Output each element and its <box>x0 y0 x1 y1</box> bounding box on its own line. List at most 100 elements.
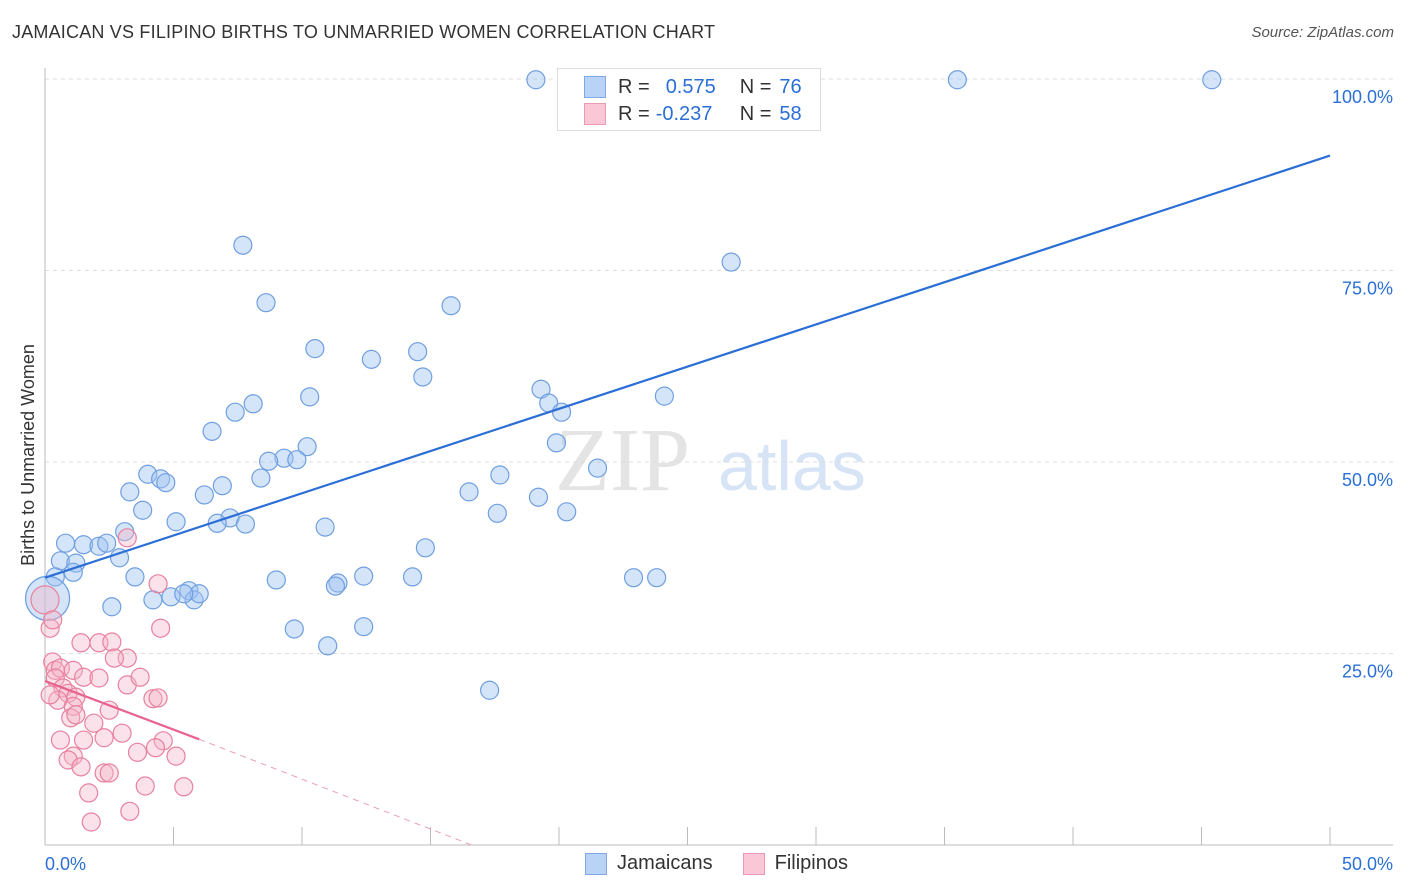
x-tick-label: 0.0% <box>45 854 86 874</box>
r-value: -0.237 <box>655 102 713 125</box>
jamaican-point <box>487 503 507 523</box>
blue-swatch-icon <box>585 852 607 875</box>
filipino-point <box>73 667 94 687</box>
legend-row-filipinos: R = -0.237 N = 58 <box>584 101 802 127</box>
filipino-point <box>166 746 186 766</box>
jamaican-point <box>546 433 567 453</box>
jamaican-point <box>174 584 194 604</box>
filipino-point <box>145 738 166 758</box>
filipino-point <box>135 776 155 796</box>
filipino-point <box>102 632 122 652</box>
jamaican-point <box>120 482 140 502</box>
filipino-point <box>94 763 114 783</box>
filipino-point <box>89 668 109 688</box>
filipino-point <box>61 708 81 728</box>
r-label: R = <box>618 102 650 125</box>
jamaican-point <box>480 680 500 700</box>
jamaican-point <box>202 421 222 441</box>
filipino-point <box>63 660 83 680</box>
filipino-point <box>79 783 99 803</box>
n-value: 76 <box>779 75 802 98</box>
jamaican-point <box>133 500 153 520</box>
filipino-point <box>71 757 91 777</box>
jamaican-point <box>647 568 667 588</box>
jamaican-point <box>459 482 479 502</box>
jamaican-point <box>102 597 122 617</box>
jamaican-point <box>297 437 317 457</box>
filipino-point <box>148 574 168 594</box>
jamaican-point <box>287 450 307 470</box>
filipino-point <box>94 728 114 748</box>
jamaican-point <box>328 573 348 593</box>
jamaican-point <box>156 473 176 493</box>
y-tick-label: 100.0% <box>1332 87 1393 107</box>
jamaican-point <box>284 619 304 639</box>
jamaican-point <box>212 476 232 496</box>
x-tick-label: 50.0% <box>1342 854 1393 874</box>
jamaican-point <box>305 339 325 359</box>
pink-swatch-icon <box>584 103 606 125</box>
filipino-point <box>50 730 71 750</box>
jamaican-point <box>315 517 335 537</box>
filipino-point <box>30 585 60 615</box>
jamaican-point <box>526 70 546 90</box>
jamaican-point <box>413 367 433 387</box>
jamaican-point <box>623 568 644 588</box>
jamaican-point <box>194 485 214 505</box>
filipino-point <box>148 688 168 708</box>
jamaican-trend-line <box>44 154 1331 579</box>
filipino-point <box>117 528 137 548</box>
filipino-point <box>99 700 119 720</box>
source-label: Source: ZipAtlas.com <box>1251 24 1394 41</box>
jamaican-point <box>166 512 186 532</box>
filipino-point <box>40 685 60 705</box>
jamaican-point <box>125 567 145 587</box>
chart-title: JAMAICAN VS FILIPINO BIRTHS TO UNMARRIED… <box>12 22 716 42</box>
jamaican-point <box>490 465 510 485</box>
jamaican-point <box>266 570 286 590</box>
filipino-point <box>104 648 124 668</box>
jamaican-point <box>243 394 263 414</box>
series-legend: Jamaicans Filipinos <box>585 852 848 875</box>
r-label: R = <box>618 75 650 98</box>
jamaican-point <box>138 464 158 484</box>
jamaican-point <box>233 235 253 255</box>
filipino-point <box>43 610 63 630</box>
filipino-trend-line <box>44 680 200 741</box>
filipino-point <box>153 731 173 751</box>
y-tick-label: 25.0% <box>1342 662 1393 682</box>
jamaican-point <box>73 535 94 555</box>
jamaican-point <box>89 536 109 556</box>
jamaican-point <box>654 386 674 406</box>
legend-jamaicans: Jamaicans <box>617 852 713 874</box>
filipino-point <box>63 746 83 766</box>
filipino-point <box>112 723 132 743</box>
n-label: N = <box>739 102 772 125</box>
filipino-point <box>174 777 194 797</box>
jamaican-point <box>557 502 577 522</box>
jamaican-point <box>225 402 245 422</box>
y-tick-label: 50.0% <box>1342 470 1393 490</box>
jamaican-point <box>415 538 435 558</box>
y-axis-label: Births to Unmarried Women <box>18 344 38 566</box>
filipino-point <box>81 812 101 832</box>
jamaican-point <box>551 402 572 422</box>
jamaican-point <box>721 252 741 272</box>
jamaican-point <box>402 567 423 587</box>
jamaican-point <box>587 458 608 478</box>
n-value: 58 <box>779 102 802 125</box>
jamaican-point <box>354 566 374 586</box>
jamaican-point <box>109 548 130 568</box>
filipino-point <box>66 705 86 725</box>
filipino-point <box>73 730 94 750</box>
filipino-point <box>99 763 119 783</box>
jamaican-point <box>143 590 163 610</box>
n-label: N = <box>739 75 772 98</box>
filipino-point <box>151 618 171 638</box>
blue-swatch-icon <box>584 76 606 98</box>
filipino-point <box>84 713 104 733</box>
y-tick-label: 75.0% <box>1342 279 1393 299</box>
jamaican-point <box>97 533 117 553</box>
